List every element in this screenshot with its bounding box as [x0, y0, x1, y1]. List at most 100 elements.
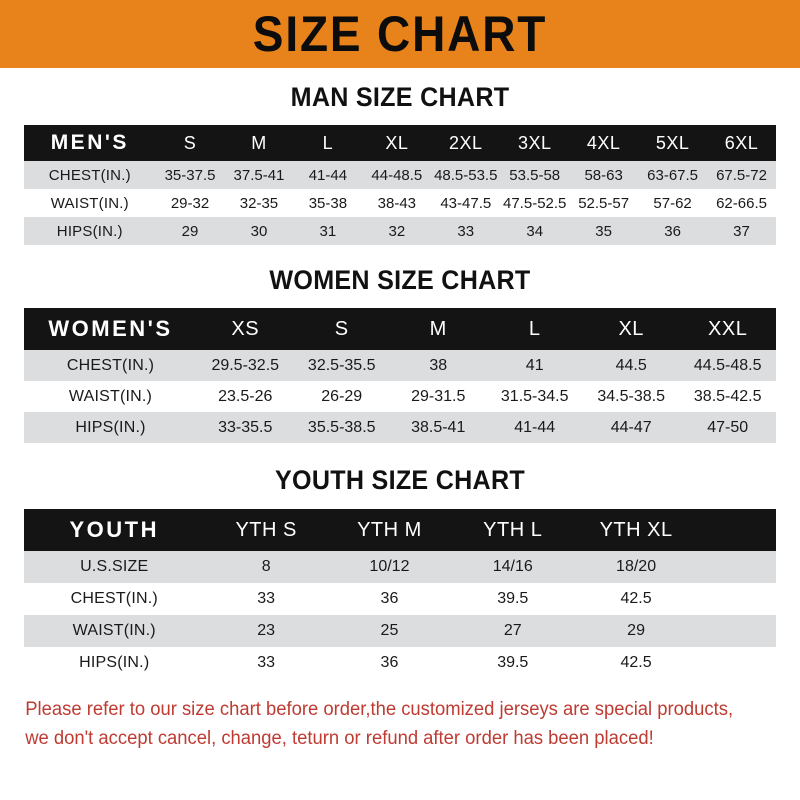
- table-cell: 48.5-53.5: [434, 166, 498, 184]
- section-title-women: WOMEN SIZE CHART: [269, 265, 531, 295]
- table-cell: 42.5: [620, 654, 652, 671]
- youth-size-table: YOUTH YTH S YTH M YTH L YTH XL U.S.SIZE …: [24, 509, 776, 679]
- table-cell: 23.5-26: [218, 387, 273, 405]
- youth-column-header: YTH XL: [599, 518, 673, 541]
- women-table-body: WOMEN'S XS S M L XL XXL CHEST(IN.) 29.5-…: [24, 308, 776, 443]
- disclaimer-note: Please refer to our size chart before or…: [0, 695, 776, 754]
- youth-row-label: CHEST(IN.): [70, 590, 158, 607]
- men-column-header: L: [322, 132, 334, 153]
- table-cell: 30: [250, 222, 268, 240]
- table-cell: 27: [503, 622, 522, 639]
- table-cell: 38.5-42.5: [693, 387, 762, 405]
- page-banner: SIZE CHART: [0, 0, 800, 68]
- women-column-header: S: [334, 317, 349, 340]
- section-title-youth: YOUTH SIZE CHART: [275, 465, 525, 495]
- men-size-table: MEN'S S M L XL 2XL 3XL 4XL 5XL 6XL CHEST…: [24, 125, 776, 245]
- table-cell: 34: [526, 222, 544, 240]
- men-column-header: 6XL: [724, 132, 759, 153]
- section-youth: YOUTH SIZE CHART YOUTH YTH S YTH M YTH L…: [0, 465, 800, 679]
- table-cell: 35-37.5: [164, 166, 216, 184]
- table-cell: 47-50: [707, 418, 749, 436]
- women-row-label: CHEST(IN.): [66, 356, 155, 374]
- table-cell: 35-38: [308, 194, 348, 212]
- youth-row-label: WAIST(IN.): [72, 622, 156, 639]
- men-row-label: HIPS(IN.): [56, 222, 123, 240]
- table-cell: 23: [257, 622, 276, 639]
- men-row-label: WAIST(IN.): [50, 194, 129, 212]
- table-cell: 33: [257, 590, 276, 607]
- table-cell: 10/12: [369, 558, 410, 575]
- table-cell: 42.5: [620, 590, 652, 607]
- table-row: HIPS(IN.) 33 36 39.5 42.5: [24, 647, 776, 679]
- table-cell: 32: [388, 222, 406, 240]
- men-header-row: MEN'S S M L XL 2XL 3XL 4XL 5XL 6XL: [24, 125, 776, 161]
- table-cell: 44.5-48.5: [693, 356, 762, 374]
- table-cell: 39.5: [497, 654, 529, 671]
- table-cell: 26-29: [321, 387, 363, 405]
- table-cell: 58-63: [584, 166, 623, 184]
- table-row: CHEST(IN.) 33 36 39.5 42.5: [24, 583, 776, 615]
- table-cell: 29.5-32.5: [211, 356, 280, 374]
- women-row-label-header: WOMEN'S: [48, 316, 173, 341]
- youth-row-label: HIPS(IN.): [79, 654, 150, 671]
- women-size-table: WOMEN'S XS S M L XL XXL CHEST(IN.) 29.5-…: [24, 308, 776, 443]
- table-cell: 44-47: [610, 418, 652, 436]
- table-cell: 41-44: [308, 166, 348, 184]
- men-table-body: MEN'S S M L XL 2XL 3XL 4XL 5XL 6XL CHEST…: [24, 125, 776, 245]
- youth-row-label: U.S.SIZE: [80, 558, 149, 575]
- table-cell: 36: [380, 654, 399, 671]
- table-row: U.S.SIZE 8 10/12 14/16 18/20: [24, 551, 776, 583]
- table-cell: 35: [595, 222, 612, 240]
- table-cell: 18/20: [616, 558, 657, 575]
- table-cell: 35.5-38.5: [307, 418, 376, 436]
- men-column-header: S: [183, 132, 197, 153]
- youth-header-spacer: [698, 509, 776, 551]
- table-cell: 31.5-34.5: [500, 387, 569, 405]
- table-row: CHEST(IN.) 35-37.5 37.5-41 41-44 44-48.5…: [24, 161, 776, 189]
- table-cell: 37: [733, 222, 750, 240]
- table-cell-spacer: [698, 583, 776, 615]
- table-cell-spacer: [698, 551, 776, 583]
- table-cell: 47.5-52.5: [503, 194, 567, 212]
- youth-row-label-header: YOUTH: [69, 517, 159, 542]
- women-row-label: HIPS(IN.): [75, 418, 146, 436]
- table-cell: 32-35: [239, 194, 279, 212]
- table-cell: 36: [380, 590, 399, 607]
- table-cell: 53.5-58: [509, 166, 561, 184]
- table-cell: 39.5: [497, 590, 529, 607]
- table-cell: 29-32: [170, 194, 210, 212]
- disclaimer-line-1: Please refer to our size chart before or…: [25, 699, 734, 720]
- table-row: CHEST(IN.) 29.5-32.5 32.5-35.5 38 41 44.…: [24, 350, 776, 381]
- table-cell: 14/16: [492, 558, 533, 575]
- table-row: HIPS(IN.) 29 30 31 32 33 34 35 36 37: [24, 217, 776, 245]
- table-cell: 31: [319, 222, 337, 240]
- table-row: HIPS(IN.) 33-35.5 35.5-38.5 38.5-41 41-4…: [24, 412, 776, 443]
- women-column-header: L: [528, 317, 541, 340]
- table-cell: 38: [429, 356, 448, 374]
- table-cell: 67.5-72: [716, 166, 767, 184]
- table-cell: 62-66.5: [716, 194, 767, 212]
- youth-column-header: YTH M: [357, 518, 422, 541]
- women-header-row: WOMEN'S XS S M L XL XXL: [24, 308, 776, 350]
- women-row-label: WAIST(IN.): [68, 387, 153, 405]
- section-women: WOMEN SIZE CHART WOMEN'S XS S M L XL XXL: [0, 265, 800, 443]
- table-cell: 43-47.5: [440, 194, 492, 212]
- section-men: MAN SIZE CHART MEN'S S M L XL 2XL 3XL 4X…: [0, 82, 800, 245]
- table-cell-spacer: [698, 615, 776, 647]
- table-cell: 29: [181, 222, 199, 240]
- table-row: WAIST(IN.) 23.5-26 26-29 29-31.5 31.5-34…: [24, 381, 776, 412]
- table-cell: 36: [664, 222, 681, 240]
- page-title: SIZE CHART: [252, 6, 548, 62]
- table-cell: 38.5-41: [411, 418, 466, 436]
- table-cell: 52.5-57: [578, 194, 630, 212]
- table-cell: 57-62: [653, 194, 692, 212]
- table-cell: 33-35.5: [218, 418, 273, 436]
- men-column-header: 2XL: [449, 132, 483, 153]
- women-column-header: XL: [618, 317, 644, 340]
- table-cell: 8: [261, 558, 271, 575]
- men-column-header: M: [251, 132, 267, 153]
- table-cell: 41: [525, 356, 544, 374]
- men-column-header: 4XL: [586, 132, 621, 153]
- table-cell: 33: [257, 654, 276, 671]
